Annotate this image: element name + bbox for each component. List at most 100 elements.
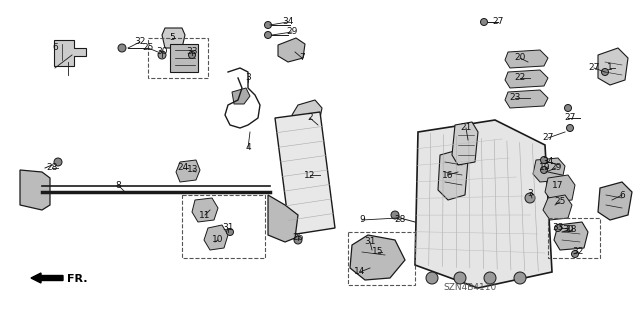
Text: 28: 28 <box>46 164 58 173</box>
FancyArrow shape <box>31 273 63 283</box>
Text: 27: 27 <box>492 18 504 26</box>
Text: 10: 10 <box>212 235 224 244</box>
Circle shape <box>572 250 579 257</box>
Text: 15: 15 <box>372 248 384 256</box>
Polygon shape <box>598 182 632 220</box>
Text: 13: 13 <box>188 166 199 174</box>
Text: 17: 17 <box>552 181 564 189</box>
Polygon shape <box>176 160 200 182</box>
Polygon shape <box>554 222 588 250</box>
Text: 34: 34 <box>282 18 294 26</box>
Text: 6: 6 <box>619 190 625 199</box>
Circle shape <box>481 19 488 26</box>
Text: 25: 25 <box>142 43 154 53</box>
Text: 27: 27 <box>542 133 554 143</box>
Polygon shape <box>545 175 575 202</box>
Text: 22: 22 <box>515 73 525 83</box>
Text: 3: 3 <box>527 189 533 197</box>
Text: 29: 29 <box>550 164 562 173</box>
Text: 18: 18 <box>566 226 578 234</box>
Circle shape <box>391 211 399 219</box>
Circle shape <box>264 21 271 28</box>
Polygon shape <box>54 40 86 66</box>
Circle shape <box>54 158 62 166</box>
Polygon shape <box>543 195 572 220</box>
Bar <box>548 218 600 258</box>
Text: 34: 34 <box>542 158 554 167</box>
Text: 11: 11 <box>199 211 211 219</box>
Polygon shape <box>232 88 250 104</box>
Circle shape <box>541 157 547 164</box>
Circle shape <box>118 44 126 52</box>
Bar <box>148 38 208 78</box>
Polygon shape <box>204 225 228 250</box>
Text: 16: 16 <box>442 170 454 180</box>
Text: 24: 24 <box>177 164 189 173</box>
Polygon shape <box>170 44 198 72</box>
Text: 14: 14 <box>355 268 365 277</box>
Text: 31: 31 <box>222 224 234 233</box>
Text: 20: 20 <box>515 54 525 63</box>
Polygon shape <box>438 150 468 200</box>
Text: 27: 27 <box>588 63 600 72</box>
Text: 19: 19 <box>540 164 551 173</box>
Circle shape <box>189 51 195 58</box>
Circle shape <box>566 124 573 131</box>
Text: 8: 8 <box>115 181 121 189</box>
Text: 9: 9 <box>359 216 365 225</box>
Polygon shape <box>505 70 548 88</box>
Circle shape <box>514 272 526 284</box>
Circle shape <box>158 51 166 59</box>
Polygon shape <box>192 198 218 222</box>
Polygon shape <box>452 122 478 165</box>
Polygon shape <box>268 195 298 242</box>
Text: 32: 32 <box>572 248 584 256</box>
Circle shape <box>227 228 234 235</box>
Circle shape <box>564 105 572 112</box>
Text: 3: 3 <box>245 73 251 83</box>
Circle shape <box>484 272 496 284</box>
Circle shape <box>264 32 271 39</box>
Circle shape <box>294 236 302 244</box>
Text: 1: 1 <box>607 63 613 72</box>
Text: 21: 21 <box>460 123 472 132</box>
Text: 31: 31 <box>364 238 376 247</box>
Circle shape <box>525 193 535 203</box>
Text: 7: 7 <box>299 54 305 63</box>
Text: SZN4B4110: SZN4B4110 <box>444 284 497 293</box>
Polygon shape <box>505 50 548 68</box>
Polygon shape <box>162 28 185 48</box>
Text: 30: 30 <box>156 48 168 56</box>
Polygon shape <box>275 112 335 235</box>
Circle shape <box>602 69 609 76</box>
Text: 33: 33 <box>552 224 564 233</box>
Text: 32: 32 <box>134 38 146 47</box>
Bar <box>348 232 415 285</box>
Polygon shape <box>350 235 405 280</box>
Text: 25: 25 <box>554 197 566 206</box>
Bar <box>182 195 265 258</box>
Text: 6: 6 <box>52 43 58 53</box>
Circle shape <box>426 272 438 284</box>
Polygon shape <box>292 100 322 132</box>
Polygon shape <box>598 48 628 85</box>
Text: 27: 27 <box>564 114 576 122</box>
Circle shape <box>454 272 466 284</box>
Polygon shape <box>278 38 305 62</box>
Text: 29: 29 <box>286 27 298 36</box>
Text: 26: 26 <box>292 234 304 242</box>
Text: 23: 23 <box>509 93 521 102</box>
Text: 30: 30 <box>563 226 573 234</box>
Text: 12: 12 <box>304 170 316 180</box>
Text: 28: 28 <box>394 216 406 225</box>
Polygon shape <box>20 170 50 210</box>
Circle shape <box>541 167 547 174</box>
Polygon shape <box>505 90 548 108</box>
Text: 5: 5 <box>169 33 175 42</box>
Text: 2: 2 <box>307 114 313 122</box>
Text: 4: 4 <box>245 144 251 152</box>
Text: FR.: FR. <box>67 274 88 284</box>
Text: 33: 33 <box>186 48 198 56</box>
Polygon shape <box>415 120 552 288</box>
Polygon shape <box>533 158 565 182</box>
